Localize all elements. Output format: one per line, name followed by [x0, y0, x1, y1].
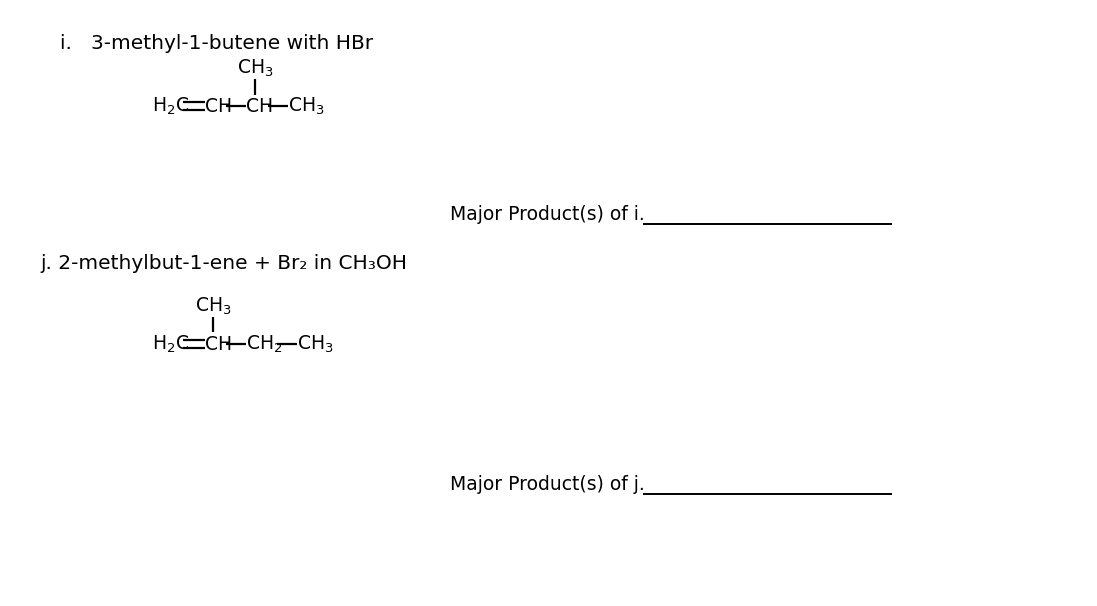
Text: CH$_3$: CH$_3$ — [287, 95, 324, 116]
Text: CH$_3$: CH$_3$ — [296, 333, 333, 355]
Text: j. 2-methylbut-1-ene + Br₂ in CH₃OH: j. 2-methylbut-1-ene + Br₂ in CH₃OH — [39, 254, 407, 273]
Text: Major Product(s) of i.: Major Product(s) of i. — [450, 205, 645, 224]
Text: H$_2$C: H$_2$C — [152, 333, 189, 355]
Text: CH: CH — [204, 96, 231, 116]
Text: CH: CH — [204, 335, 231, 353]
Text: CH: CH — [246, 96, 273, 116]
Text: CH$_2$: CH$_2$ — [246, 333, 283, 355]
Text: CH$_3$: CH$_3$ — [195, 295, 231, 317]
Text: i.   3-methyl-1-butene with HBr: i. 3-methyl-1-butene with HBr — [60, 34, 373, 53]
Text: CH$_3$: CH$_3$ — [237, 58, 273, 79]
Text: Major Product(s) of j.: Major Product(s) of j. — [450, 475, 645, 494]
Text: H$_2$C: H$_2$C — [152, 95, 189, 116]
